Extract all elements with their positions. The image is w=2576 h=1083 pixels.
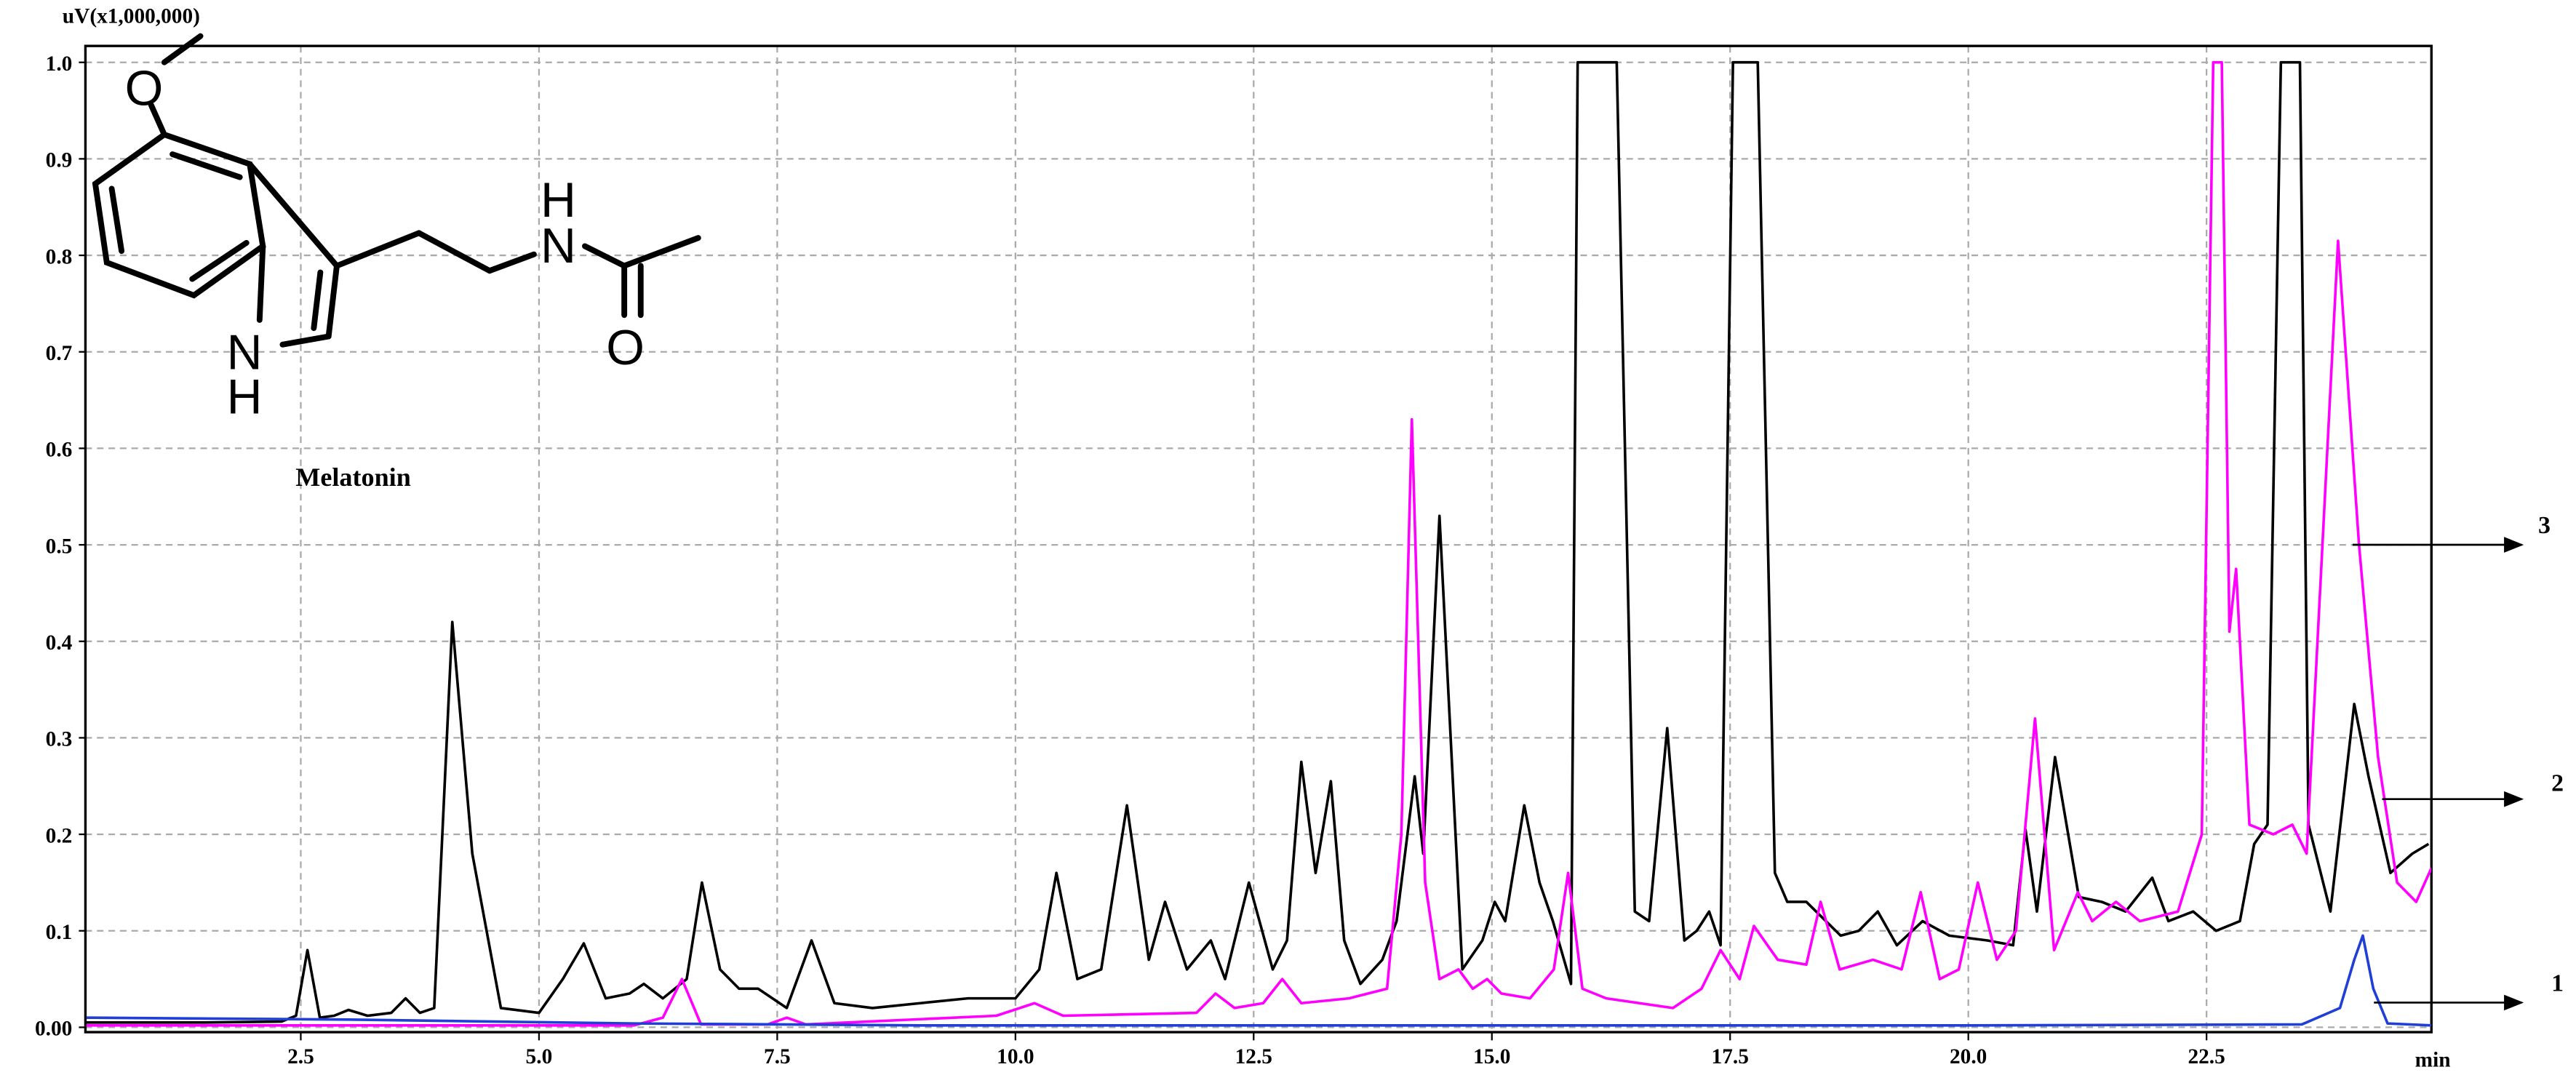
grid bbox=[85, 46, 2432, 1033]
annotation: 2 bbox=[2551, 770, 2564, 796]
y-tick-label: 0.5 bbox=[46, 535, 73, 558]
y-tick-label: 1.0 bbox=[46, 52, 73, 76]
y-tick-label: 0.2 bbox=[46, 824, 73, 847]
atom-label: H bbox=[227, 370, 263, 425]
atom-label: O bbox=[606, 321, 645, 375]
atom-label: N bbox=[541, 219, 576, 273]
molecule: O H N N H O Melatonin bbox=[92, 33, 701, 492]
x-axis-label: min bbox=[2415, 1048, 2451, 1071]
y-axis-label: uV(x1,000,000) bbox=[63, 5, 200, 28]
y-tick-label: 0.7 bbox=[46, 342, 73, 365]
traces bbox=[86, 60, 2432, 1027]
x-tick-label: 12.5 bbox=[1235, 1045, 1272, 1068]
x-tick-label: 20.0 bbox=[1950, 1045, 1987, 1068]
labels: 0.00 0.1 0.2 0.3 0.4 0.5 0.6 0.7 0.8 0.9 1.0 2.5 5.0… bbox=[35, 52, 2564, 1068]
molecule-name: Melatonin bbox=[295, 463, 411, 492]
y-tick-label: 0.3 bbox=[46, 728, 73, 751]
y-tick-label: 0.9 bbox=[46, 149, 73, 172]
annotation: 1 bbox=[2551, 970, 2564, 997]
trace bbox=[86, 60, 2430, 1024]
x-tick-label: 2.5 bbox=[287, 1045, 314, 1068]
y-tick-label: 0.6 bbox=[46, 439, 73, 462]
y-tick-label: 0.1 bbox=[46, 921, 73, 944]
y-tick-label: 0.8 bbox=[46, 245, 73, 268]
x-tick-label: 17.5 bbox=[1712, 1045, 1749, 1068]
plot-frame bbox=[84, 44, 2433, 1034]
atom-label: H bbox=[541, 173, 576, 228]
annotation: 3 bbox=[2538, 512, 2551, 539]
x-tick-label: 10.0 bbox=[997, 1045, 1034, 1068]
atom-label: N bbox=[227, 326, 263, 380]
atom-label: O bbox=[125, 61, 164, 116]
y-tick-label: 0.4 bbox=[46, 631, 73, 655]
x-tick-label: 22.5 bbox=[2188, 1045, 2225, 1068]
x-tick-label: 15.0 bbox=[1473, 1045, 1510, 1068]
trace bbox=[86, 60, 2432, 1027]
y-tick-label: 0.00 bbox=[35, 1018, 72, 1041]
x-tick-label: 5.0 bbox=[526, 1045, 553, 1068]
trace bbox=[86, 934, 2432, 1027]
x-tick-label: 7.5 bbox=[764, 1045, 791, 1068]
